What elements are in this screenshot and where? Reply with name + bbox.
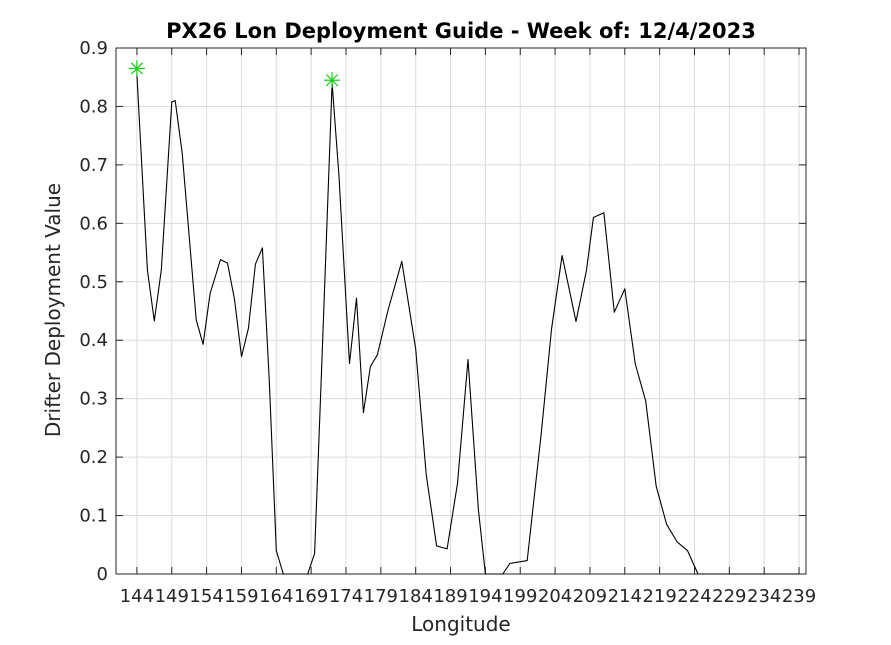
y-tick-label: 0.9 (79, 38, 108, 59)
y-tick-labels: 0 0.1 0.2 0.3 0.4 0.5 0.6 0.7 0.8 0.9 (79, 38, 108, 585)
x-tick-label: 189 (433, 586, 467, 607)
x-tick-label: 174 (329, 586, 363, 607)
y-axis-label: Drifter Deployment Value (41, 183, 65, 437)
x-tick-label: 164 (259, 586, 293, 607)
y-tick-label: 0.8 (79, 96, 108, 117)
axis-ticks (116, 47, 806, 575)
y-tick-label: 0.3 (79, 389, 108, 410)
x-tick-label: 209 (573, 586, 607, 607)
x-tick-label: 149 (155, 586, 189, 607)
x-tick-labels: 144 149 154 159 164 169 174 179 184 189 194 199 204 2… (120, 586, 816, 607)
data-series (136, 74, 799, 575)
x-tick-label: 184 (399, 586, 433, 607)
x-tick-label: 179 (364, 586, 398, 607)
grid-lines (116, 47, 806, 575)
x-tick-label: 159 (224, 586, 258, 607)
x-tick-label: 144 (120, 586, 154, 607)
x-tick-label: 229 (712, 586, 746, 607)
y-tick-label: 0.2 (79, 447, 108, 468)
series-line (136, 74, 799, 575)
x-tick-label: 239 (782, 586, 816, 607)
y-tick-label: 0.7 (79, 155, 108, 176)
y-tick-label: 0 (97, 564, 108, 585)
x-tick-label: 204 (538, 586, 572, 607)
x-tick-label: 194 (468, 586, 502, 607)
x-tick-label: 224 (677, 586, 711, 607)
x-axis-label: Longitude (411, 612, 510, 636)
x-tick-label: 169 (294, 586, 328, 607)
y-tick-label: 0.4 (79, 330, 108, 351)
x-tick-label: 219 (642, 586, 676, 607)
star-marker-stroke (326, 74, 339, 87)
chart-title: PX26 Lon Deployment Guide - Week of: 12/… (166, 19, 756, 43)
y-tick-label: 0.6 (79, 213, 108, 234)
x-tick-label: 234 (747, 586, 781, 607)
x-tick-label: 199 (503, 586, 537, 607)
star-marker (324, 72, 341, 89)
y-tick-label: 0.1 (79, 506, 108, 527)
star-marker (128, 60, 145, 77)
highlight-markers (128, 60, 341, 89)
y-tick-label: 0.5 (79, 272, 108, 293)
x-tick-label: 214 (608, 586, 642, 607)
plot-area-frame (115, 47, 807, 575)
star-marker-stroke (130, 62, 143, 75)
x-tick-label: 154 (189, 586, 223, 607)
